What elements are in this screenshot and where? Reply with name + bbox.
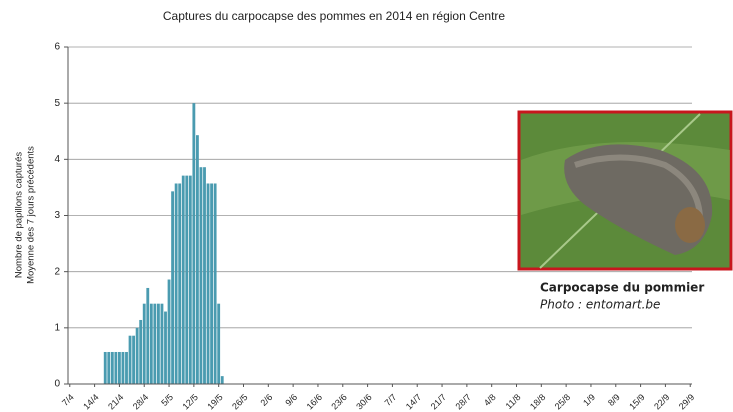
x-tick-label: 30/6 xyxy=(354,392,373,411)
x-tick-label: 5/5 xyxy=(159,392,175,408)
x-tick-label: 7/7 xyxy=(383,392,399,408)
bar xyxy=(146,288,149,384)
bar xyxy=(114,352,117,384)
bar xyxy=(111,352,114,384)
x-tick-label: 2/6 xyxy=(258,392,274,408)
bar xyxy=(189,176,192,384)
moth-spot xyxy=(675,207,705,243)
x-tick-label: 14/7 xyxy=(404,392,423,411)
x-tick-label: 22/9 xyxy=(652,392,671,411)
bar xyxy=(107,352,110,384)
x-tick-label: 28/7 xyxy=(453,392,472,411)
bar xyxy=(129,336,132,384)
bar xyxy=(132,336,135,384)
photo-caption: Carpocapse du pommier xyxy=(540,281,704,295)
bar xyxy=(139,320,142,384)
y-tick-label: 5 xyxy=(54,98,60,109)
x-tick-label: 23/6 xyxy=(329,392,348,411)
y-tick-label: 1 xyxy=(54,322,60,333)
bar xyxy=(207,183,210,384)
x-tick-label: 14/4 xyxy=(81,392,100,411)
x-tick-label: 12/5 xyxy=(180,392,199,411)
bar xyxy=(157,304,160,384)
x-tick-label: 19/5 xyxy=(205,392,224,411)
bar xyxy=(161,304,164,384)
bar xyxy=(192,103,195,384)
bar xyxy=(185,176,188,384)
bar xyxy=(104,352,107,384)
x-tick-label: 21/7 xyxy=(429,392,448,411)
x-tick-label: 15/9 xyxy=(627,392,646,411)
bar xyxy=(200,167,203,384)
bar xyxy=(150,304,153,384)
x-tick-label: 7/4 xyxy=(60,392,76,408)
bar xyxy=(182,176,185,384)
bar xyxy=(143,304,146,384)
bar xyxy=(203,167,206,384)
inset-photo xyxy=(519,112,731,269)
bar xyxy=(118,352,121,384)
bar xyxy=(196,135,199,384)
bar xyxy=(125,352,128,384)
y-tick-label: 3 xyxy=(54,210,60,221)
x-tick-label: 28/4 xyxy=(131,392,150,411)
chart: Captures du carpocapse des pommes en 201… xyxy=(0,0,733,412)
x-tick-label: 9/6 xyxy=(283,392,299,408)
bar xyxy=(168,280,171,384)
bar xyxy=(153,304,156,384)
bar xyxy=(164,312,167,384)
y-tick-label: 0 xyxy=(54,379,60,390)
bar xyxy=(217,304,220,384)
y-tick-label: 4 xyxy=(54,154,60,165)
bar xyxy=(136,328,139,384)
x-tick-label: 4/8 xyxy=(482,392,498,408)
bar xyxy=(171,191,174,384)
x-tick-label: 16/6 xyxy=(305,392,324,411)
bar xyxy=(175,183,178,384)
x-tick-label: 26/5 xyxy=(230,392,249,411)
x-tick-label: 18/8 xyxy=(528,392,547,411)
photo-credit: Photo : entomart.be xyxy=(540,298,660,312)
bar xyxy=(178,183,181,384)
x-tick-label: 11/8 xyxy=(504,392,523,411)
x-tick-label: 21/4 xyxy=(106,392,125,411)
y-tick-label: 2 xyxy=(54,266,60,277)
x-tick-label: 25/8 xyxy=(553,392,572,411)
y-tick-label: 6 xyxy=(54,42,60,53)
chart-title: Captures du carpocapse des pommes en 201… xyxy=(163,9,506,23)
bar xyxy=(122,352,125,384)
bar xyxy=(221,376,224,384)
x-tick-label: 29/9 xyxy=(677,392,696,411)
bar xyxy=(210,183,213,384)
y-axis-title: Moyenne des 7 jours précédents xyxy=(26,146,37,284)
x-tick-label: 1/9 xyxy=(581,392,597,408)
x-tick-label: 8/9 xyxy=(606,392,622,408)
bar xyxy=(214,183,217,384)
y-axis-title: Nombre de papillons capturés xyxy=(14,152,25,278)
